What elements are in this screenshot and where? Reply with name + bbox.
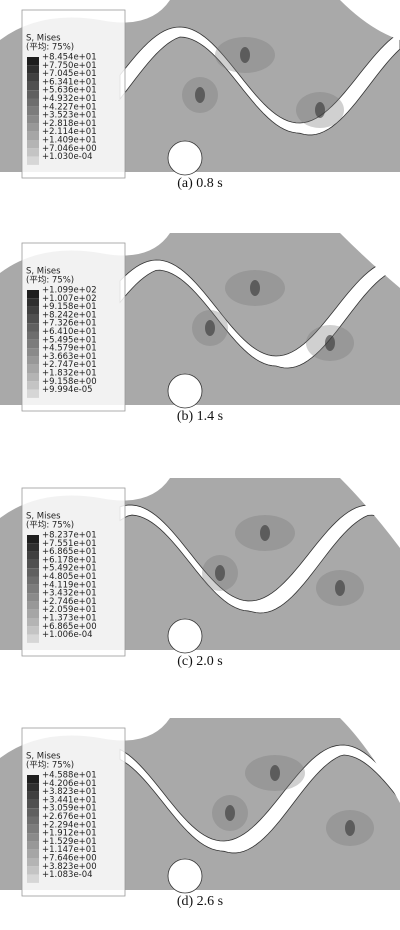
legend-subtitle: (平均: 75%): [26, 760, 74, 771]
legend-swatch: [27, 348, 39, 356]
legend-swatch: [27, 800, 39, 808]
legend-swatch: [27, 57, 39, 65]
legend-swatch: [27, 90, 39, 98]
legend-swatch: [27, 65, 39, 73]
legend-swatch: [27, 290, 39, 298]
legend-swatch: [27, 833, 39, 841]
legend-swatch: [27, 635, 39, 643]
legend-swatch: [27, 148, 39, 156]
legend-swatch: [27, 373, 39, 381]
legend-swatch: [27, 365, 39, 373]
stress-core: [225, 805, 235, 821]
legend-swatch: [27, 775, 39, 783]
stress-core: [315, 102, 325, 118]
legend-swatch: [27, 850, 39, 858]
legend-swatch: [27, 74, 39, 82]
legend-swatch: [27, 593, 39, 601]
legend-swatch: [27, 841, 39, 849]
legend-swatch: [27, 307, 39, 315]
legend-subtitle: (平均: 75%): [26, 42, 74, 53]
stress-core: [335, 580, 345, 596]
legend-swatch: [27, 315, 39, 323]
legend-value: +1.083e-04: [42, 870, 93, 880]
caption: (b) 1.4 s: [177, 409, 223, 424]
legend-swatch: [27, 560, 39, 568]
legend-swatch: [27, 626, 39, 634]
stress-core: [250, 280, 260, 296]
stress-core: [240, 47, 250, 63]
legend-swatch: [27, 99, 39, 107]
legend-swatch: [27, 866, 39, 874]
legend-swatch: [27, 332, 39, 340]
legend-swatch: [27, 340, 39, 348]
legend-swatch: [27, 552, 39, 560]
stress-core: [270, 765, 280, 781]
panel: S, Mises(平均: 75%)+1.099e+02+1.007e+02+9.…: [0, 233, 400, 424]
caption: (d) 2.6 s: [177, 894, 223, 909]
legend-swatch: [27, 140, 39, 148]
legend-swatch: [27, 82, 39, 90]
caption: (c) 2.0 s: [177, 654, 223, 669]
stress-core: [215, 565, 225, 581]
legend-swatch: [27, 858, 39, 866]
figure-svg: S, Mises(平均: 75%)+8.454e+01+7.750e+01+7.…: [0, 0, 400, 930]
hole: [168, 141, 202, 175]
caption: (a) 0.8 s: [177, 176, 223, 191]
legend-swatch: [27, 323, 39, 331]
legend-swatch: [27, 825, 39, 833]
legend-swatch: [27, 157, 39, 165]
stress-core: [195, 87, 205, 103]
legend-swatch: [27, 577, 39, 585]
legend-swatch: [27, 875, 39, 883]
legend-swatch: [27, 618, 39, 626]
panel: S, Mises(平均: 75%)+8.237e+01+7.551e+01+6.…: [0, 478, 400, 669]
legend-swatch: [27, 356, 39, 364]
legend-swatch: [27, 115, 39, 123]
stress-core: [205, 320, 215, 336]
legend-swatch: [27, 808, 39, 816]
legend-subtitle: (平均: 75%): [26, 520, 74, 531]
legend-swatch: [27, 132, 39, 140]
legend-swatch: [27, 792, 39, 800]
legend-swatch: [27, 568, 39, 576]
legend-swatch: [27, 783, 39, 791]
hole: [168, 374, 202, 408]
legend-swatch: [27, 535, 39, 543]
legend-swatch: [27, 123, 39, 131]
panel: S, Mises(平均: 75%)+8.454e+01+7.750e+01+7.…: [0, 0, 400, 191]
stress-core: [325, 335, 335, 351]
legend-value: +1.030e-04: [42, 152, 93, 162]
legend-swatch: [27, 390, 39, 398]
legend-value: +1.006e-04: [42, 630, 93, 640]
legend-swatch: [27, 381, 39, 389]
legend-swatch: [27, 610, 39, 618]
legend-subtitle: (平均: 75%): [26, 275, 74, 286]
figure: S, Mises(平均: 75%)+8.454e+01+7.750e+01+7.…: [0, 0, 400, 930]
stress-core: [260, 525, 270, 541]
legend-swatch: [27, 585, 39, 593]
stress-core: [345, 820, 355, 836]
hole: [168, 619, 202, 653]
panel: S, Mises(平均: 75%)+4.588e+01+4.206e+01+3.…: [0, 718, 400, 909]
legend-swatch: [27, 107, 39, 115]
hole: [168, 859, 202, 893]
legend-swatch: [27, 817, 39, 825]
legend-swatch: [27, 543, 39, 551]
legend-swatch: [27, 601, 39, 609]
legend-swatch: [27, 298, 39, 306]
legend-value: +9.994e-05: [42, 385, 93, 395]
